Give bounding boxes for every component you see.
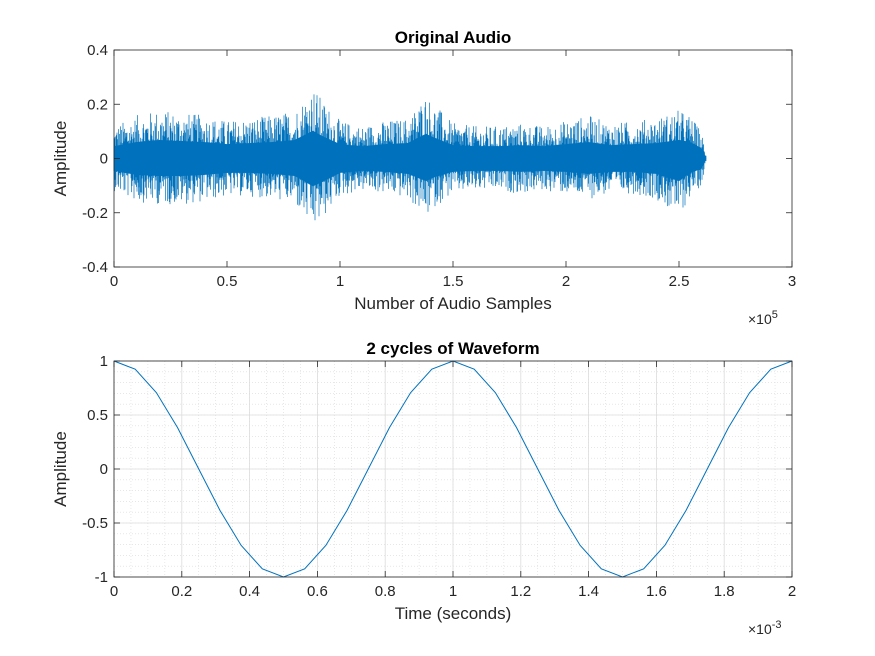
x-tick-label: 0 xyxy=(110,273,118,290)
audio-ticks: 0 0.5 1 1.5 2 2.5 3 -0.4 -0.2 0 0.2 0.4 xyxy=(82,42,796,290)
y-tick-label: 0.5 xyxy=(87,407,108,424)
waveform-axes: 0 0.2 0.4 0.6 0.8 1 1.2 1.4 1.6 1.8 2 -1 -0.5 0 0.5 1 2… xyxy=(51,339,796,637)
waveform-ticks: 0 0.2 0.4 0.6 0.8 1 1.2 1.4 1.6 1.8 2 -1 -0.5 0 0.5 1 xyxy=(82,353,796,600)
x-tick-label: 1 xyxy=(449,583,457,600)
waveform-title: 2 cycles of Waveform xyxy=(366,339,539,358)
x-tick-label: 0.4 xyxy=(239,583,260,600)
y-tick-label: 0.2 xyxy=(87,96,108,113)
y-tick-label: -0.5 xyxy=(82,515,108,532)
waveform-ylabel: Amplitude xyxy=(51,431,70,507)
x-tick-label: 3 xyxy=(788,273,796,290)
x-tick-label: 0.6 xyxy=(307,583,328,600)
audio-x-exponent: ×105 xyxy=(748,309,778,327)
y-tick-label: 0 xyxy=(100,151,108,168)
x-tick-label: 1.4 xyxy=(578,583,599,600)
y-tick-label: -1 xyxy=(95,569,108,586)
x-tick-label: 0.8 xyxy=(375,583,396,600)
y-tick-label: 0.4 xyxy=(87,42,108,59)
waveform-xlabel: Time (seconds) xyxy=(395,604,512,623)
y-tick-label: 0 xyxy=(100,461,108,478)
x-tick-label: 1.6 xyxy=(646,583,667,600)
x-tick-label: 0.2 xyxy=(171,583,192,600)
y-tick-label: 1 xyxy=(100,353,108,370)
y-tick-label: -0.4 xyxy=(82,259,108,276)
audio-xlabel: Number of Audio Samples xyxy=(354,294,552,313)
x-tick-label: 0.5 xyxy=(217,273,238,290)
x-tick-label: 1.2 xyxy=(510,583,531,600)
x-tick-label: 0 xyxy=(110,583,118,600)
audio-title: Original Audio xyxy=(395,28,511,47)
x-tick-label: 2.5 xyxy=(669,273,690,290)
audio-waveform xyxy=(113,94,707,221)
x-tick-label: 1.5 xyxy=(443,273,464,290)
x-tick-label: 1.8 xyxy=(714,583,735,600)
audio-ylabel: Amplitude xyxy=(51,121,70,197)
waveform-x-exponent: ×10-3 xyxy=(748,619,782,637)
x-tick-label: 2 xyxy=(788,583,796,600)
audio-axes: 0 0.5 1 1.5 2 2.5 3 -0.4 -0.2 0 0.2 0.4 Original Au… xyxy=(51,28,796,327)
x-tick-label: 1 xyxy=(336,273,344,290)
y-tick-label: -0.2 xyxy=(82,205,108,222)
x-tick-label: 2 xyxy=(562,273,570,290)
